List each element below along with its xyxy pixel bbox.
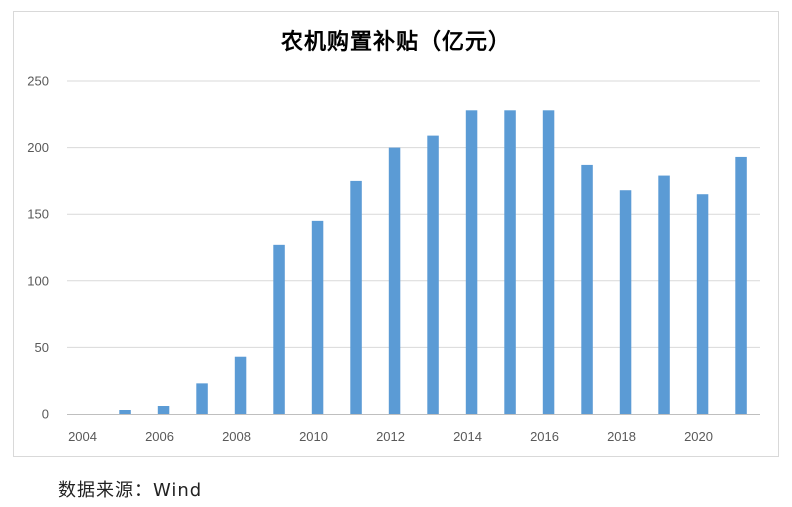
bar-2005 [119, 410, 131, 414]
y-tick-label: 250 [27, 74, 49, 89]
bar-chart: 0 50 100 150 200 250 2004 2006 2008 2010 2012 2014 2… [27, 74, 760, 444]
x-tick-label: 2006 [145, 429, 174, 444]
bar-2010 [311, 220, 324, 414]
bar-2015 [504, 110, 516, 414]
bar-2007 [196, 383, 208, 414]
y-tick-label: 100 [27, 273, 49, 288]
y-tick-label: 200 [27, 140, 49, 155]
x-tick-label: 2016 [530, 429, 559, 444]
x-tick-label: 2010 [299, 429, 328, 444]
bar-2012 [388, 147, 401, 414]
bar-2008 [234, 356, 247, 414]
bar-2019 [658, 175, 670, 414]
x-tick-label: 2014 [453, 429, 482, 444]
bar-2009 [273, 244, 285, 414]
x-tick-label: 2018 [607, 429, 636, 444]
bar-2014 [465, 110, 478, 414]
y-tick-label: 150 [27, 207, 49, 222]
bar-2011 [350, 180, 362, 414]
y-tick-label: 0 [42, 407, 49, 422]
bar-2006 [157, 406, 170, 414]
x-tick-label: 2020 [684, 429, 713, 444]
bar-2018 [619, 190, 632, 414]
bar-2017 [581, 164, 593, 414]
x-tick-label: 2004 [68, 429, 97, 444]
x-tick-label: 2012 [376, 429, 405, 444]
bar-2013 [427, 135, 439, 414]
y-tick-label: 50 [35, 340, 49, 355]
bar-2021 [735, 156, 747, 414]
chart-title: 农机购置补贴（亿元） [280, 30, 511, 55]
x-tick-label: 2008 [222, 429, 251, 444]
bar-2016 [542, 110, 555, 414]
bar-2020 [696, 194, 709, 414]
data-source-note: 数据来源：Wind [58, 480, 203, 501]
